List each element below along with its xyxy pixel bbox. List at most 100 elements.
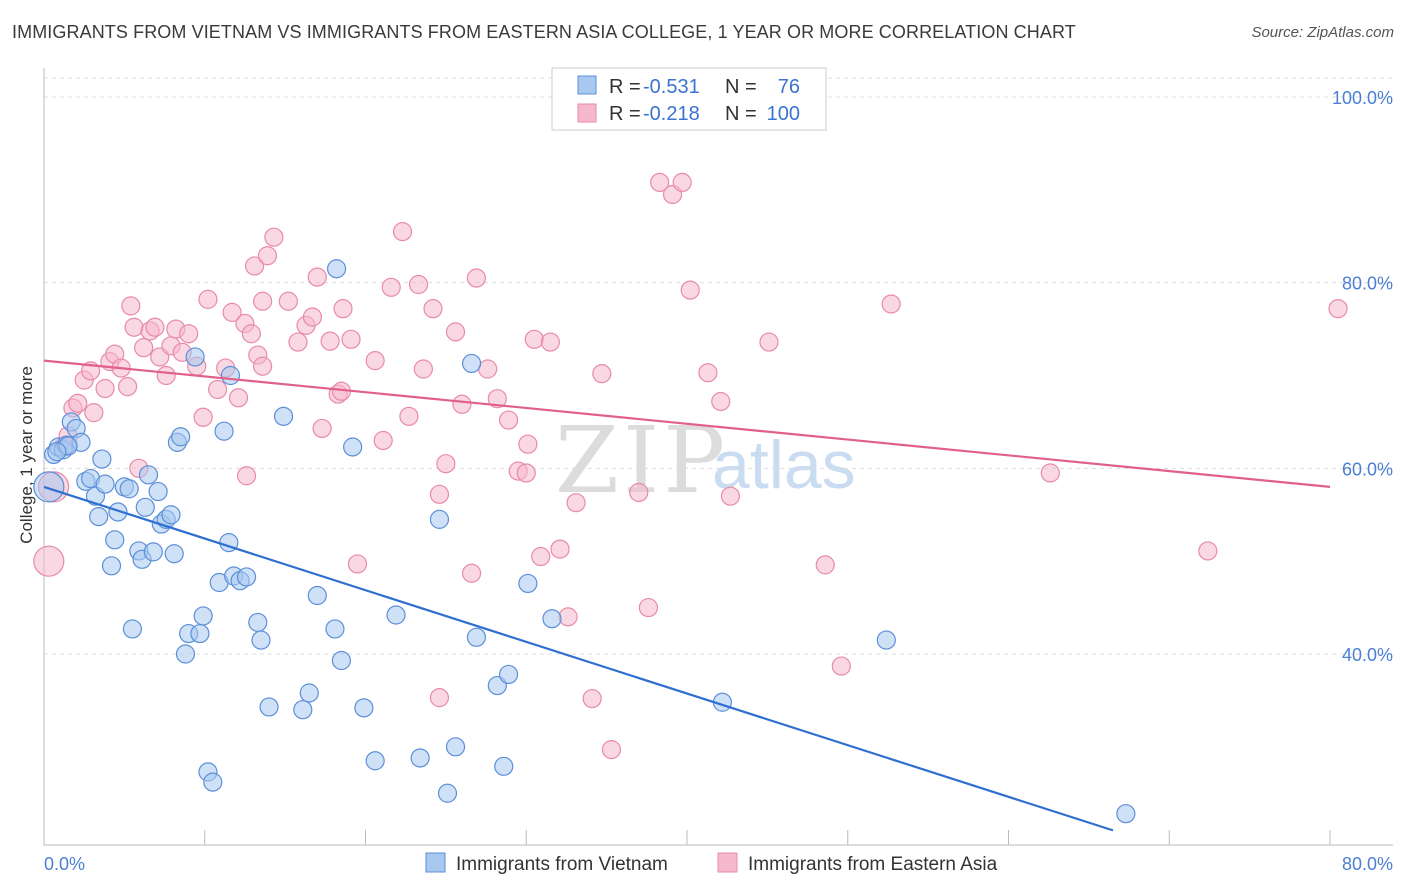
stats-box: R = -0.531 N = 76 R = -0.218 N = 100: [551, 67, 827, 131]
eastern-asia-point: [84, 403, 104, 423]
vietnam-point: [876, 630, 896, 650]
eastern-asia-point: [436, 454, 456, 474]
eastern-asia-point: [516, 463, 536, 483]
eastern-asia-point: [208, 379, 228, 400]
eastern-asia-point: [487, 389, 507, 409]
eastern-asia-point: [145, 317, 165, 337]
vietnam-point: [343, 437, 363, 457]
eastern-asia-point: [198, 289, 218, 309]
stats-blue-swatch: [577, 75, 597, 95]
vietnam-point: [175, 644, 196, 664]
eastern-asia-point: [228, 388, 249, 408]
eastern-asia-point: [478, 359, 498, 379]
eastern-asia-point: [179, 324, 199, 344]
eastern-asia-point: [601, 740, 622, 760]
eastern-asia-point: [312, 418, 332, 439]
eastern-asia-point: [33, 545, 65, 577]
legend: Immigrants from Vietnam Immigrants from …: [425, 852, 998, 875]
vietnam-point: [236, 567, 257, 587]
vietnam-point: [138, 465, 159, 485]
vietnam-point: [445, 737, 466, 757]
eastern-asia-point: [373, 430, 393, 451]
stats-pink-r-value: -0.218: [643, 103, 700, 125]
eastern-asia-point: [134, 338, 154, 358]
vietnam-point: [466, 627, 487, 647]
eastern-asia-point: [680, 280, 700, 300]
stats-blue-n-value: 76: [778, 76, 800, 98]
eastern-asia-point: [566, 493, 586, 513]
legend-blue-label: Immigrants from Vietnam: [456, 854, 668, 875]
legend-pink-label: Immigrants from Eastern Asia: [748, 854, 998, 875]
eastern-asia-point: [582, 688, 602, 709]
eastern-asia-point: [302, 307, 323, 327]
vietnam-point: [331, 650, 351, 671]
stats-pink-n-label: N =: [725, 103, 757, 125]
vietnam-point: [293, 700, 313, 720]
vietnam-point: [259, 697, 279, 717]
eastern-asia-point: [193, 407, 213, 427]
vietnam-point: [148, 481, 168, 502]
vietnam-point: [122, 619, 143, 639]
vietnam-point: [542, 609, 562, 629]
vietnam-trend-line: [43, 485, 1114, 832]
eastern-asia-point: [288, 332, 308, 352]
vietnam-point: [92, 449, 112, 469]
eastern-asia-point: [156, 365, 176, 386]
stats-blue-r-value: -0.531: [643, 76, 700, 98]
eastern-asia-point: [413, 359, 433, 379]
eastern-asia-point: [429, 688, 450, 708]
vietnam-point: [203, 772, 223, 792]
eastern-asia-point: [423, 299, 443, 319]
eastern-asia-point: [381, 277, 401, 297]
vietnam-point: [161, 505, 181, 525]
eastern-asia-point: [117, 377, 138, 397]
chart-title: IMMIGRANTS FROM VIETNAM VS IMMIGRANTS FR…: [12, 22, 1076, 42]
eastern-asia-point: [365, 351, 385, 371]
series-vietnam: [33, 259, 1136, 824]
vietnam-point: [105, 530, 125, 550]
y-tick-label-60: 60.0%: [1342, 459, 1393, 479]
x-tick-label-80: 80.0%: [1342, 854, 1393, 874]
eastern-asia-point: [95, 378, 115, 399]
eastern-asia-point: [831, 656, 851, 676]
eastern-asia-point: [307, 267, 327, 287]
trend-lines: [43, 359, 1331, 832]
vietnam-point: [185, 347, 205, 367]
eastern-asia-point: [392, 222, 413, 242]
eastern-asia-point: [629, 482, 649, 503]
watermark: ZIP atlas: [555, 407, 856, 514]
eastern-asia-point: [759, 332, 779, 352]
series-eastern-asia: [33, 172, 1348, 760]
eastern-asia-point: [244, 256, 265, 276]
eastern-asia-point: [698, 363, 718, 383]
eastern-asia-point: [531, 546, 551, 567]
vietnam-point: [33, 471, 65, 503]
eastern-asia-point: [408, 274, 429, 295]
y-tick-label-40: 40.0%: [1342, 645, 1393, 665]
eastern-asia-point: [452, 394, 472, 414]
vietnam-point: [190, 623, 210, 644]
vietnam-point: [518, 573, 538, 594]
y-tick-labels: 40.0% 60.0% 80.0% 100.0%: [1332, 88, 1393, 665]
eastern-asia-point: [524, 329, 544, 349]
vietnam-point: [386, 605, 406, 625]
x-tick-label-0: 0.0%: [44, 854, 85, 874]
eastern-asia-point: [253, 356, 273, 376]
eastern-asia-point: [650, 172, 670, 193]
vietnam-point: [326, 259, 347, 279]
vietnam-point: [365, 751, 385, 771]
y-axis-title: College, 1 year or more: [17, 366, 36, 544]
vietnam-point: [354, 698, 374, 718]
eastern-asia-point: [498, 410, 519, 430]
vietnam-point: [1116, 804, 1136, 824]
vietnam-point: [47, 442, 67, 462]
stats-box-frame: [551, 67, 827, 131]
vietnam-point: [171, 427, 191, 447]
eastern-asia-point: [320, 331, 340, 351]
x-ticks: [43, 830, 1331, 845]
eastern-asia-point: [445, 322, 466, 342]
stats-blue-n-label: N =: [725, 76, 757, 98]
vietnam-point: [108, 502, 128, 522]
eastern-asia-point: [429, 484, 450, 504]
